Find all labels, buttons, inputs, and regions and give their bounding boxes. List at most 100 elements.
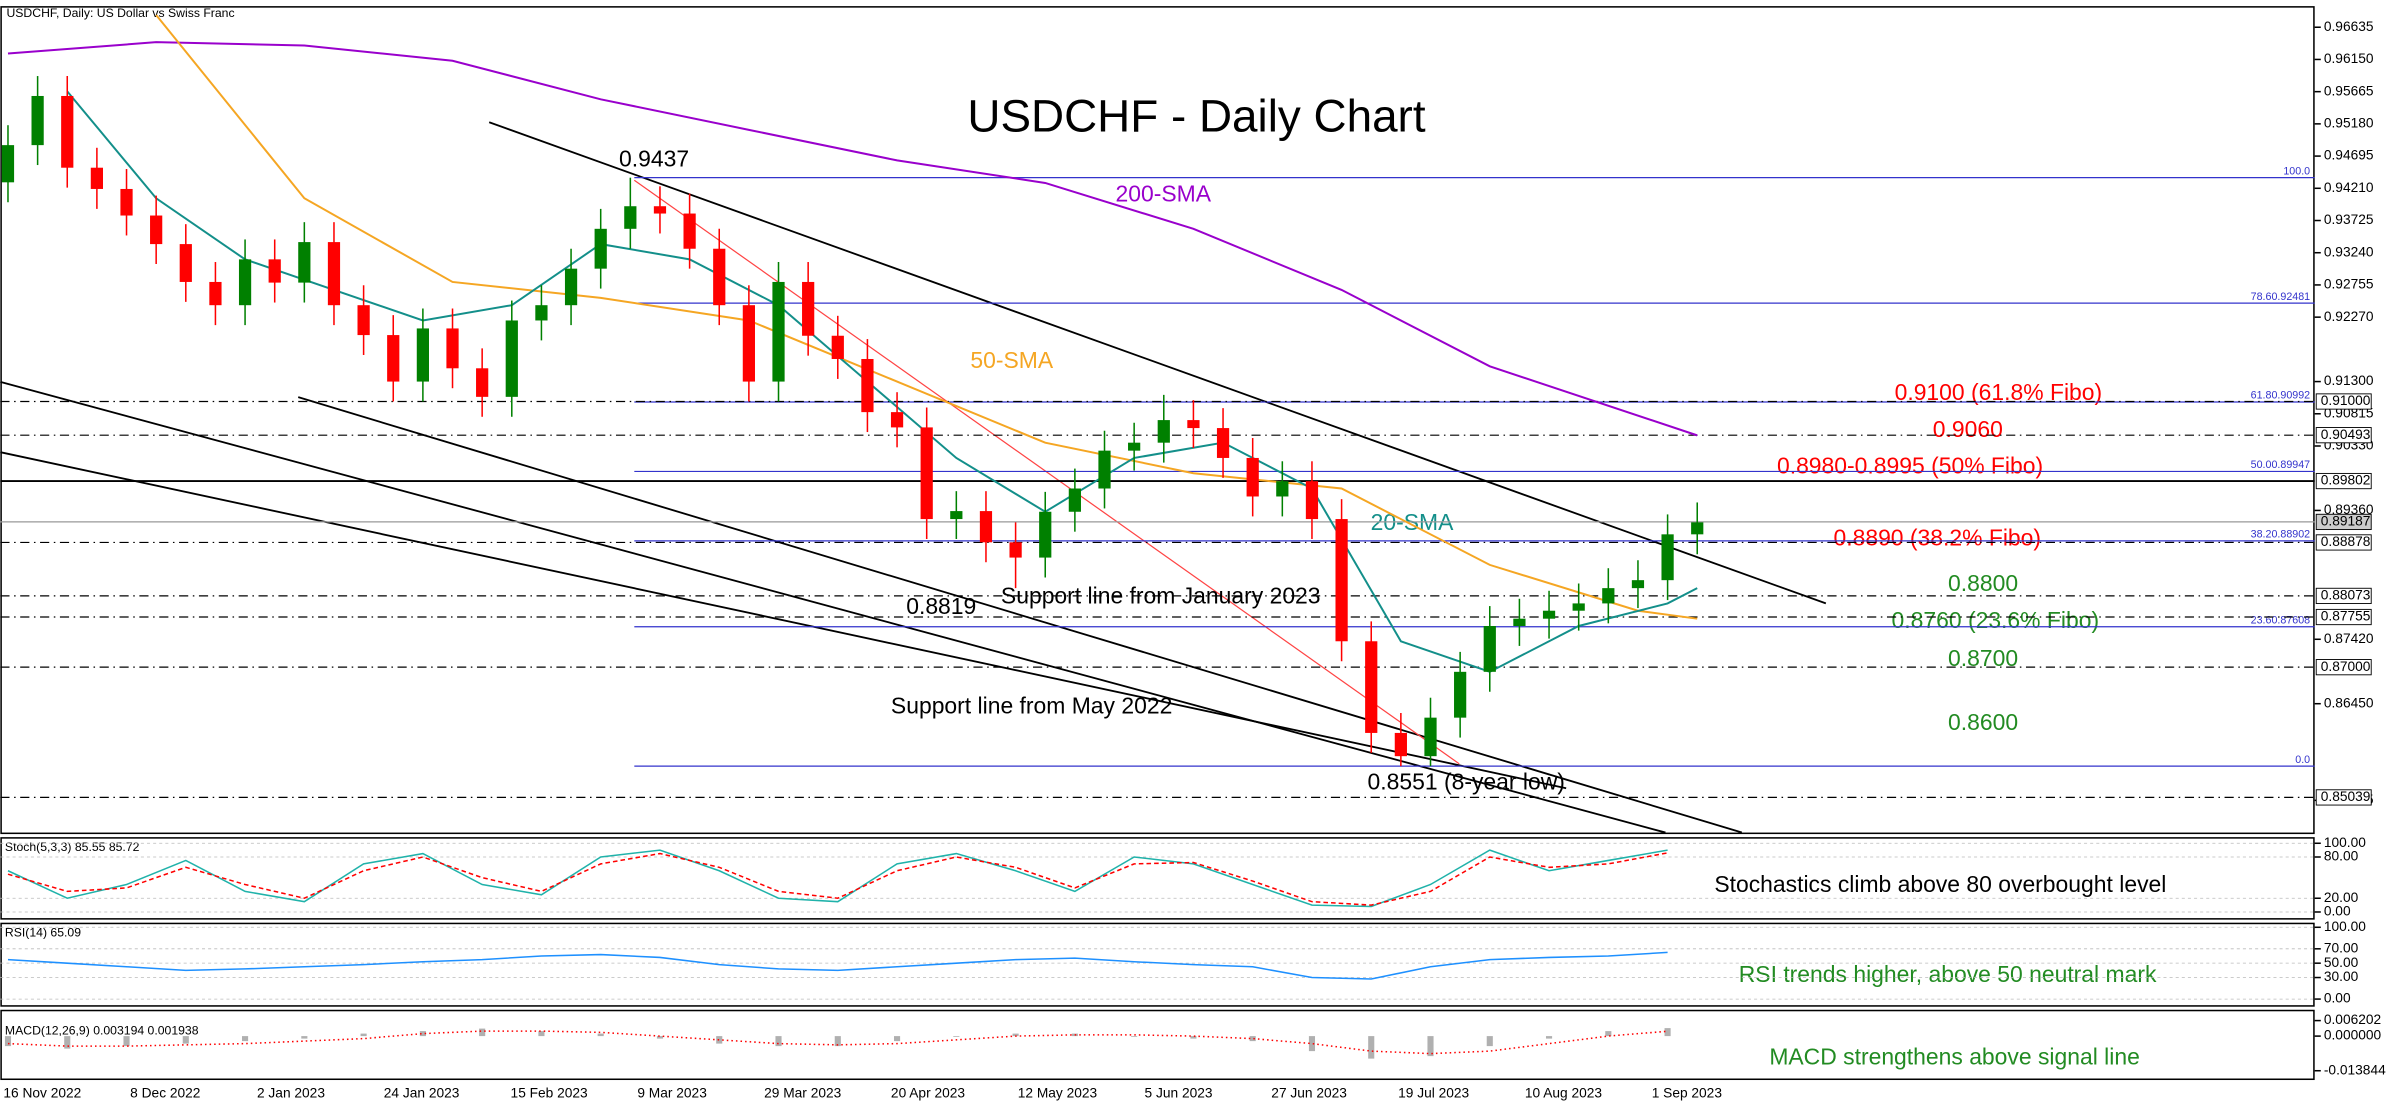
candle-body [387, 335, 400, 382]
indicator-label: MACD(12,26,9) 0.003194 0.001938 [5, 1023, 199, 1037]
y-tick-label: 30.00 [2324, 969, 2359, 984]
candle-body [357, 305, 370, 336]
candle-body [979, 511, 993, 543]
annotation: 0.8890 (38.2% Fibo) [1833, 524, 2041, 550]
candle-body [1009, 542, 1022, 558]
candle-body [90, 167, 103, 189]
x-tick-label: 16 Nov 2022 [3, 1085, 81, 1100]
annotation: 0.8760 (23.6% Fibo) [1892, 607, 2100, 633]
histogram-bar [1368, 1036, 1375, 1059]
candle-body [594, 228, 607, 269]
level-box [2315, 659, 2372, 676]
candle-body [1691, 522, 1704, 535]
candle-body [179, 244, 192, 282]
histogram-bar [4, 1036, 12, 1047]
indicator-label: Stoch(5,3,3) 85.55 85.72 [5, 840, 140, 854]
x-tick-label: 8 Dec 2022 [130, 1085, 200, 1100]
histogram-bar [538, 1031, 545, 1037]
annotation: 0.9060 [1933, 416, 2003, 442]
x-tick-label: 10 Aug 2023 [1525, 1085, 1603, 1100]
level-box [2315, 587, 2372, 605]
y-tick-label: 0.94210 [2324, 180, 2374, 195]
x-tick-label: 5 Jun 2023 [1145, 1085, 1213, 1100]
level-box [2315, 513, 2372, 531]
candle-body [416, 328, 429, 382]
annotation: 0.8800 [1948, 570, 2018, 596]
candle-body [1602, 588, 1615, 604]
indicator-line [7, 1030, 1668, 1055]
y-tick-label: 20.00 [2324, 890, 2359, 905]
candle-body [298, 242, 311, 283]
y-tick-label: 100.00 [2324, 919, 2366, 934]
histogram-bar [1486, 1036, 1493, 1047]
histogram-bar [479, 1028, 486, 1037]
indicator-label: RSI(14) 65.09 [5, 926, 81, 940]
annotation: 0.8819 [906, 593, 976, 619]
x-tick-label: 15 Feb 2023 [511, 1085, 588, 1100]
level-label: 0.87755 [2321, 609, 2371, 624]
histogram-bar [1427, 1036, 1434, 1057]
candle-body [831, 335, 844, 359]
annotation: 0.8551 (8-year low) [1368, 769, 1565, 795]
candle-body [772, 281, 785, 382]
y-tick-label: 0.00 [2324, 904, 2351, 919]
indicator-line [7, 951, 1668, 980]
main-frame [0, 6, 2315, 835]
fibo-label: 61.80.90992 [2251, 390, 2310, 402]
header: USDCHF, Daily: US Dollar vs Swiss Franc [6, 6, 234, 20]
candle-body [950, 511, 963, 520]
x-tick-label: 9 Mar 2023 [637, 1085, 707, 1100]
candle-body [1631, 580, 1645, 589]
x-tick-label: 24 Jan 2023 [384, 1085, 460, 1100]
level-box [2315, 608, 2372, 626]
y-tick-label: 0.95180 [2324, 115, 2374, 130]
level-label: 0.91000 [2321, 393, 2371, 408]
fibo-label: 100.0 [2283, 165, 2310, 177]
macd-frame [0, 1009, 2315, 1081]
level-box [2315, 534, 2372, 551]
level-box [2315, 789, 2372, 806]
histogram-bar [716, 1036, 723, 1044]
candle-body [446, 328, 459, 369]
y-tick-label: 0.92755 [2324, 277, 2374, 292]
histogram-bar [656, 1036, 664, 1039]
candle-body [861, 358, 874, 413]
y-tick-label: 0.92270 [2324, 309, 2374, 324]
candle-body [683, 213, 696, 249]
histogram-bar [834, 1036, 841, 1047]
histogram-bar [1131, 1036, 1138, 1037]
y-tick-label: 0.95665 [2324, 83, 2374, 98]
candle-body [1335, 519, 1348, 642]
y-tick-label: 0.96635 [2324, 19, 2374, 34]
x-tick-label: 2 Jan 2023 [257, 1085, 325, 1100]
candle-body [61, 95, 74, 168]
indicator-note: MACD strengthens above signal line [1769, 1044, 2140, 1070]
histogram-bar [1190, 1036, 1197, 1039]
histogram-bar [1249, 1036, 1256, 1042]
indicator-line [7, 849, 1668, 908]
y-tick-label: 0.89360 [2324, 502, 2374, 517]
candle-body [327, 242, 341, 306]
level-label: 0.88878 [2321, 534, 2371, 549]
candle-body [1483, 625, 1496, 672]
y-tick-label: 0.94695 [2324, 148, 2374, 163]
y-tick-label: 0.00 [2324, 991, 2351, 1006]
candle-body [920, 427, 933, 520]
candle-body [742, 305, 755, 382]
y-tick-label: 50.00 [2324, 955, 2359, 970]
candle-body [1068, 488, 1081, 512]
histogram-bar [419, 1031, 426, 1037]
candle-body [1572, 603, 1585, 611]
candle-body [1098, 450, 1111, 489]
indicator-note: Stochastics climb above 80 overbought le… [1714, 871, 2166, 897]
y-tick-label: 0.86450 [2324, 695, 2374, 710]
histogram-bar [242, 1036, 249, 1042]
frames [0, 6, 2315, 1081]
indicator-note: RSI trends higher, above 50 neutral mark [1739, 961, 2157, 987]
rsi-frame [0, 922, 2315, 1007]
histogram-bar [301, 1036, 308, 1039]
candle-body [713, 248, 726, 306]
candle-body [268, 259, 281, 283]
